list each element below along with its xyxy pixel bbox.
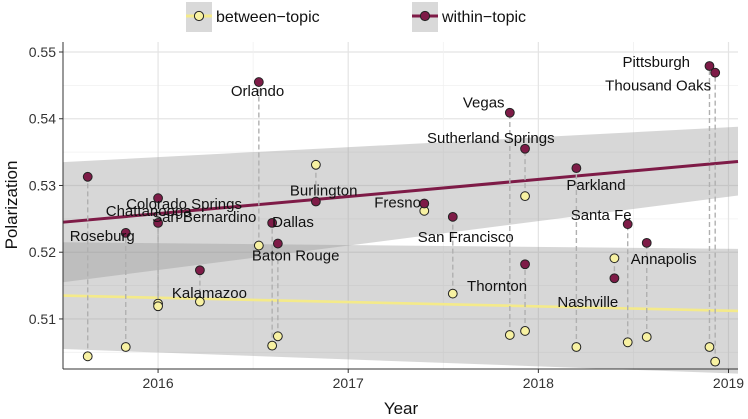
point-between-baton-rouge xyxy=(272,331,283,342)
point-within-san-bernardino xyxy=(153,193,163,204)
point-within-colorado-springs xyxy=(153,217,163,228)
point-between-chattanooga xyxy=(120,342,131,352)
legend-key-between-point xyxy=(193,10,205,22)
label-chattanooga: Chattanooga xyxy=(106,203,193,220)
point-within-kalamazoo xyxy=(195,265,205,276)
point-between-thornton xyxy=(520,326,530,336)
label-fresno: Fresno xyxy=(374,194,421,211)
point-within-annapolis xyxy=(641,237,652,248)
point-between-burlington xyxy=(310,159,321,170)
point-within-chattanooga xyxy=(120,227,131,238)
y-tick-label-3: 0.54 xyxy=(29,111,56,127)
trend-lines xyxy=(62,159,739,313)
label-vegas: Vegas xyxy=(463,95,505,112)
point-within-parkland xyxy=(571,163,582,174)
point-within-san-francisco xyxy=(447,211,458,222)
point-between-nashville xyxy=(609,253,620,264)
x-tick-label-0: 2016 xyxy=(142,375,173,391)
point-within-nashville xyxy=(609,273,620,284)
point-within-santa-fe xyxy=(622,219,633,230)
point-between-thousand-oaks xyxy=(710,356,721,367)
label-san-francisco: San Francisco xyxy=(418,229,514,246)
point-between-pittsburgh xyxy=(704,342,715,352)
label-annapolis: Annapolis xyxy=(631,251,697,268)
point-within-orlando xyxy=(253,77,264,87)
confidence-band-between-topic xyxy=(63,242,738,374)
axes: 0.51 0.52 0.53 0.54 0.55 2016 2017 2018 2019 xyxy=(29,42,744,391)
point-within-pittsburgh xyxy=(704,61,715,71)
x-tick-label-3: 2019 xyxy=(713,375,744,391)
confidence-band-within-topic xyxy=(63,126,738,283)
point-between-san-francisco xyxy=(447,288,458,299)
label-pittsburgh: Pittsburgh xyxy=(622,54,690,71)
x-axis-title: Year xyxy=(384,399,419,418)
point-between-annapolis xyxy=(641,332,652,342)
confidence-bands xyxy=(63,126,738,374)
label-dallas: Dallas xyxy=(272,214,314,231)
point-within-thornton xyxy=(520,259,530,270)
point-within-burlington xyxy=(310,196,321,207)
grid xyxy=(63,42,738,369)
point-between-santa-fe xyxy=(622,337,633,348)
label-parkland: Parkland xyxy=(566,177,625,194)
point-between-roseburg xyxy=(82,351,93,362)
point-within-baton-rouge xyxy=(272,238,283,249)
point-within-fresno xyxy=(419,198,430,209)
x-tick-label-1: 2017 xyxy=(333,375,364,391)
legend-key-within-point xyxy=(419,10,431,22)
point-within-sutherland-springs xyxy=(520,143,530,154)
label-colorado-springs: Colorado Springs xyxy=(126,196,242,213)
label-nashville: Nashville xyxy=(557,294,618,311)
point-between-kalamazoo xyxy=(195,296,205,307)
plot-background xyxy=(63,42,738,369)
legend-label-between: between−topic xyxy=(216,9,320,26)
event-connectors xyxy=(87,66,716,362)
label-baton-rouge: Baton Rouge xyxy=(252,248,340,265)
label-san-bernardino: San Bernardino xyxy=(152,209,256,226)
label-roseburg: Roseburg xyxy=(70,228,135,245)
point-between-colorado-springs xyxy=(153,301,163,312)
legend-label-within: within−topic xyxy=(441,9,526,26)
label-thousand-oaks: Thousand Oaks xyxy=(605,78,711,95)
event-points xyxy=(82,61,721,367)
label-kalamazoo: Kalamazoo xyxy=(172,285,247,302)
trend-line-within-topic xyxy=(62,159,739,224)
legend: between−topic within−topic xyxy=(186,2,526,32)
point-within-roseburg xyxy=(82,171,93,182)
x-tick-label-2: 2018 xyxy=(523,375,554,391)
point-within-dallas xyxy=(267,217,278,228)
label-thornton: Thornton xyxy=(467,278,527,295)
y-tick-label-0: 0.51 xyxy=(29,311,56,327)
y-tick-label-4: 0.55 xyxy=(29,44,56,60)
point-between-dallas xyxy=(267,340,278,351)
y-axis-title: Polarization xyxy=(2,161,21,250)
trend-line-between-topic xyxy=(62,294,739,313)
y-tick-label-1: 0.52 xyxy=(29,244,56,260)
point-between-parkland xyxy=(571,342,582,352)
y-tick-label-2: 0.53 xyxy=(29,177,56,193)
label-burlington: Burlington xyxy=(290,182,358,199)
label-sutherland-springs: Sutherland Springs xyxy=(427,130,555,147)
point-between-orlando xyxy=(253,240,264,251)
point-between-vegas xyxy=(504,330,515,340)
point-between-sutherland-springs xyxy=(520,191,530,202)
point-within-vegas xyxy=(504,107,515,118)
point-within-thousand-oaks xyxy=(710,67,721,78)
label-santa-fe: Santa Fe xyxy=(571,207,632,224)
label-orlando: Orlando xyxy=(231,83,284,100)
